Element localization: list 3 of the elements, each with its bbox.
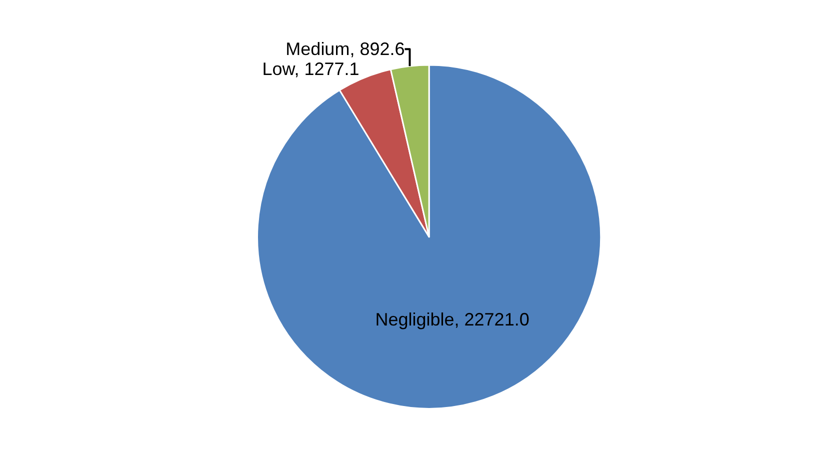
slice-label: Negligible, 22721.0 (375, 310, 530, 330)
slice-label: Low, 1277.1 (262, 59, 360, 80)
slice-label: Medium, 892.6 (286, 39, 405, 60)
